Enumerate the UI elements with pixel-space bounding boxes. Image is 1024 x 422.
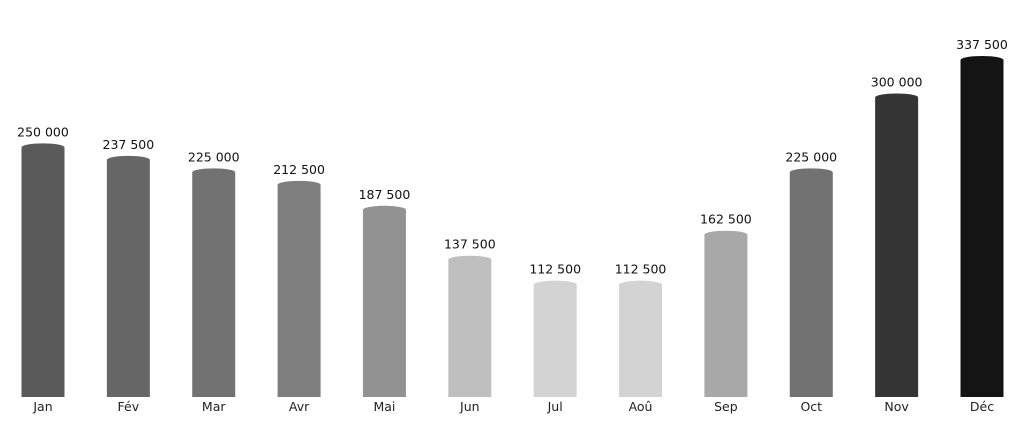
x-tick-label-jan: Jan: [32, 399, 52, 414]
bar-mar: [192, 168, 236, 397]
value-labels-layer: 250 000 237 500 225 000 212 500 187 500 137 5…: [17, 37, 1008, 277]
bar-déc: [960, 56, 1004, 397]
value-label-mar: 225 000: [188, 149, 240, 164]
x-tick-label-nov: Nov: [884, 399, 909, 414]
bars-layer: [21, 56, 1004, 397]
x-tick-label-jul: Jul: [547, 399, 563, 414]
value-label-sep: 162 500: [700, 212, 752, 227]
bar-jun: [448, 255, 492, 397]
x-tick-label-avr: Avr: [289, 399, 310, 414]
x-tick-label-déc: Déc: [970, 399, 994, 414]
bar-jul: [533, 280, 577, 397]
value-label-jul: 112 500: [529, 262, 581, 277]
x-tick-label-oct: Oct: [800, 399, 822, 414]
bar-nov: [875, 93, 919, 397]
value-label-aoû: 112 500: [615, 262, 667, 277]
bar-oct: [789, 168, 833, 397]
bar-avr: [277, 180, 321, 397]
bar-sep: [704, 230, 748, 397]
value-label-jun: 137 500: [444, 237, 496, 252]
bar-aoû: [619, 280, 663, 397]
value-label-mai: 187 500: [359, 187, 411, 202]
x-tick-label-mai: Mai: [373, 399, 395, 414]
bar-fév: [106, 155, 150, 397]
value-label-jan: 250 000: [17, 124, 69, 139]
x-tick-labels-layer: Jan Fév Mar Avr Mai Jun Jul Aoû Sep Oct Nov Déc: [32, 399, 994, 414]
x-tick-label-fév: Fév: [118, 399, 140, 414]
value-label-déc: 337 500: [956, 37, 1008, 52]
x-tick-label-mar: Mar: [202, 399, 226, 414]
bar-jan: [21, 143, 65, 397]
value-label-avr: 212 500: [273, 162, 325, 177]
x-tick-label-jun: Jun: [459, 399, 480, 414]
x-tick-label-sep: Sep: [714, 399, 738, 414]
value-label-nov: 300 000: [871, 74, 923, 89]
x-tick-label-aoû: Aoû: [629, 399, 653, 414]
value-label-fév: 237 500: [103, 137, 155, 152]
value-label-oct: 225 000: [785, 149, 837, 164]
bar-mai: [362, 205, 406, 397]
